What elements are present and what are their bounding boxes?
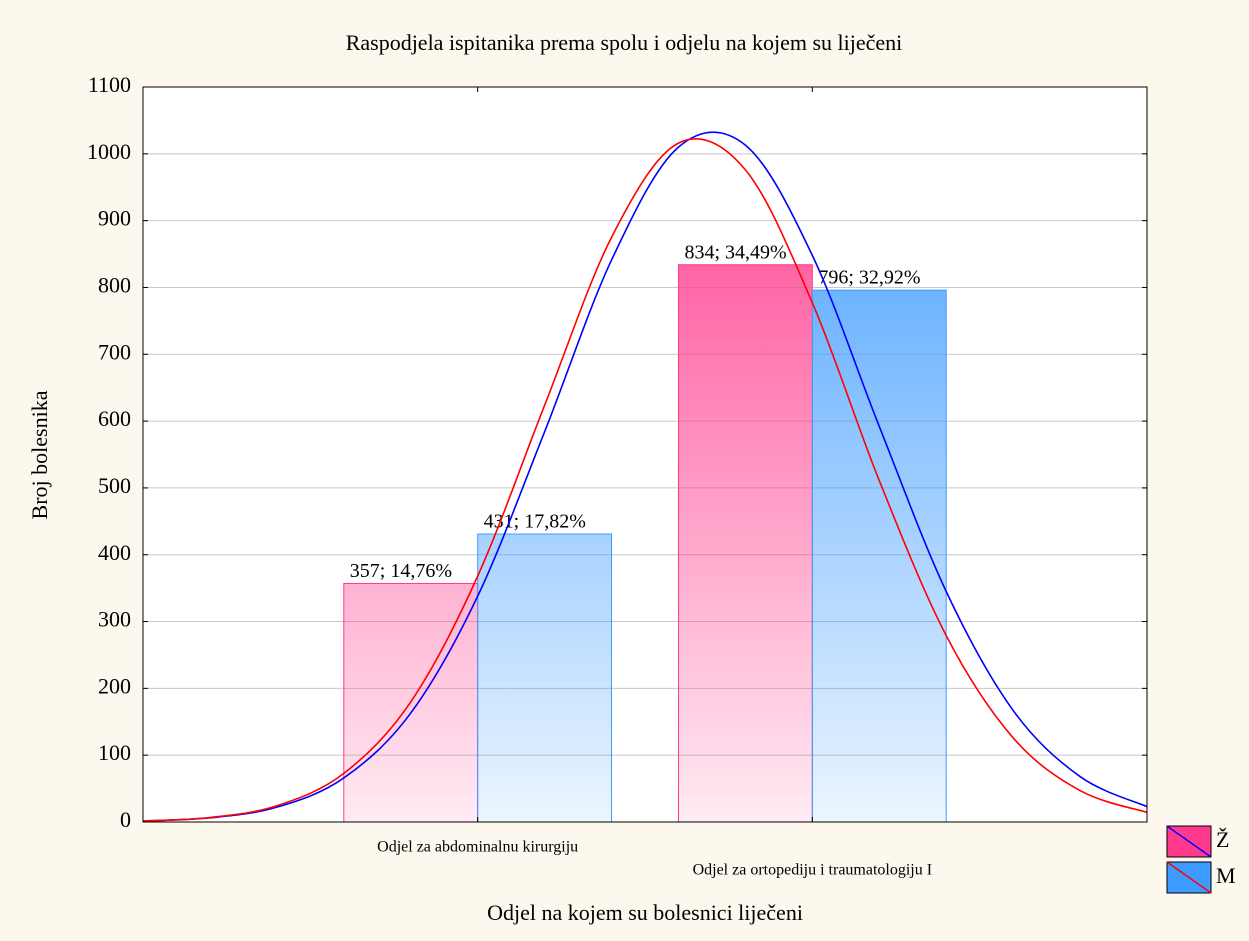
- y-tick-label: 500: [98, 473, 131, 498]
- y-tick-label: 1000: [87, 139, 131, 164]
- value-label: 834; 34,49%: [684, 241, 786, 263]
- plot-area: [143, 87, 1147, 822]
- y-tick-label: 0: [120, 807, 131, 832]
- y-tick-label: 200: [98, 673, 131, 698]
- y-tick-label: 600: [98, 406, 131, 431]
- y-tick-label: 700: [98, 339, 131, 364]
- y-tick-label: 800: [98, 273, 131, 298]
- y-tick-label: 400: [98, 540, 131, 565]
- bar: [677, 264, 813, 823]
- legend-label: M: [1216, 863, 1236, 888]
- y-tick-label: 1100: [88, 72, 131, 97]
- y-tick-label: 100: [98, 740, 131, 765]
- x-axis-title: Odjel na kojem su bolesnici liječeni: [487, 900, 803, 925]
- x-tick-label: Odjel za ortopediju i traumatologiju I: [693, 862, 933, 879]
- fit-curve: [143, 131, 1147, 822]
- y-tick-label: 900: [98, 206, 131, 231]
- plot-border: [142, 86, 1148, 823]
- value-label: 431; 17,82%: [484, 511, 586, 533]
- x-tick-label: Odjel za abdominalnu kirurgiju: [377, 839, 578, 856]
- legend-line: [1166, 825, 1212, 858]
- y-tick-label: 300: [98, 607, 131, 632]
- legend-label: Ž: [1216, 827, 1229, 852]
- chart-title: Raspodjela ispitanika prema spolu i odje…: [346, 30, 903, 55]
- value-label: 357; 14,76%: [350, 560, 452, 582]
- bar: [811, 289, 947, 823]
- fit-curve: [143, 138, 1147, 822]
- value-label: 796; 32,92%: [818, 267, 920, 289]
- y-axis-title: Broj bolesnika: [27, 390, 52, 519]
- legend-line: [1166, 861, 1212, 894]
- bar: [477, 533, 613, 823]
